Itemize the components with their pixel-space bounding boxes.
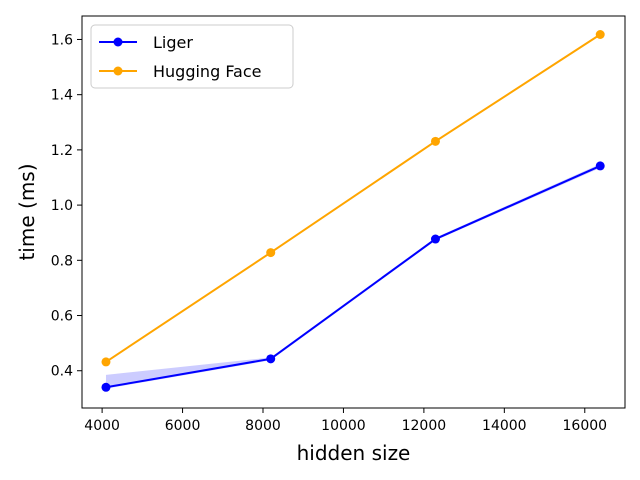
point-liger-1: [266, 354, 276, 364]
point-liger-3: [595, 161, 605, 171]
legend-label-liger: Liger: [153, 33, 193, 52]
point-hugging-face-2: [430, 136, 440, 146]
y-tick-label-1: 0.6: [51, 309, 73, 325]
point-hugging-face-1: [266, 248, 276, 258]
x-tick-label-0: 4000: [84, 418, 120, 434]
legend-swatch-marker-hugging-face: [113, 66, 123, 76]
line-liger: [105, 164, 601, 389]
plot-frame: [81, 15, 626, 409]
y-axis-ticks: 0.4 0.6 0.8 1.0 1.2 1.4 1.6: [51, 32, 82, 380]
y-tick-label-0: 0.4: [51, 364, 73, 380]
point-hugging-face-0: [101, 357, 111, 367]
x-tick-label-3: 10000: [321, 418, 366, 434]
series-points: [101, 29, 605, 392]
point-liger-2: [430, 234, 440, 244]
legend: Liger Hugging Face: [90, 24, 294, 89]
y-tick-label-2: 0.8: [51, 253, 73, 269]
y-tick-label-3: 1.0: [51, 198, 73, 214]
legend-box: [90, 24, 294, 89]
line-hugging-face: [105, 33, 601, 363]
x-tick-label-2: 8000: [245, 418, 281, 434]
x-tick-label-5: 14000: [482, 418, 527, 434]
point-hugging-face-3: [595, 29, 605, 39]
x-axis-ticks: 4000 6000 8000 10000 12000 14000 16000: [84, 408, 607, 434]
legend-label-hugging-face: Hugging Face: [153, 62, 262, 81]
point-liger-0: [101, 382, 111, 392]
y-tick-label-5: 1.4: [51, 88, 73, 104]
y-tick-label-6: 1.6: [51, 32, 73, 48]
series-lines: [105, 33, 601, 389]
x-axis-label: hidden size: [297, 441, 411, 465]
x-tick-label-1: 6000: [165, 418, 201, 434]
x-tick-label-6: 16000: [563, 418, 608, 434]
x-tick-label-4: 12000: [402, 418, 447, 434]
y-axis-label: time (ms): [15, 163, 39, 260]
y-tick-label-4: 1.2: [51, 143, 73, 159]
legend-swatch-marker-liger: [113, 37, 123, 47]
